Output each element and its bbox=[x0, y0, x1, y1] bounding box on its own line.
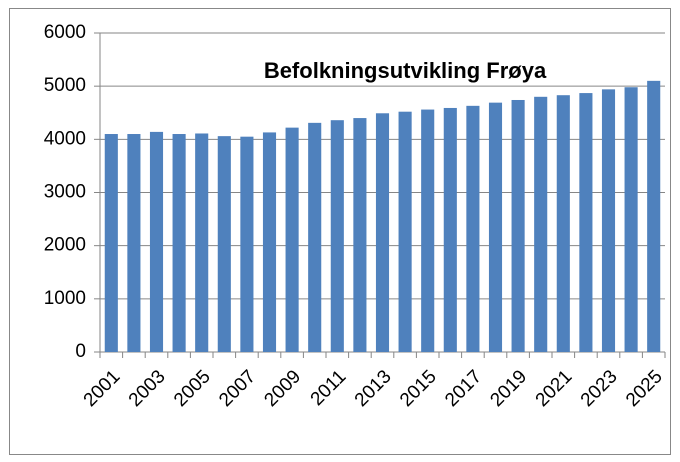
y-tick-label: 2000 bbox=[44, 235, 86, 256]
bar bbox=[601, 89, 616, 353]
bar bbox=[127, 134, 141, 352]
bar bbox=[172, 134, 186, 352]
bar bbox=[421, 109, 435, 352]
bar bbox=[511, 99, 525, 353]
y-tick-label: 4000 bbox=[44, 128, 86, 149]
bar bbox=[308, 122, 322, 352]
bar bbox=[556, 95, 570, 352]
bar bbox=[217, 136, 231, 352]
y-tick-label: 5000 bbox=[44, 75, 86, 96]
bar bbox=[149, 131, 164, 352]
y-tick-label: 3000 bbox=[44, 182, 86, 203]
bar bbox=[353, 118, 367, 352]
chart-title: Befolkningsutvikling Frøya bbox=[264, 58, 547, 83]
bar bbox=[375, 113, 390, 352]
bar bbox=[398, 111, 412, 352]
bar bbox=[195, 133, 209, 352]
y-tick-label: 1000 bbox=[44, 288, 86, 309]
bar bbox=[534, 96, 548, 352]
bar bbox=[285, 127, 299, 353]
bar bbox=[104, 134, 118, 352]
bar bbox=[579, 93, 593, 352]
bar bbox=[488, 102, 503, 352]
bar bbox=[443, 107, 457, 352]
bar bbox=[330, 120, 344, 353]
bar bbox=[262, 132, 277, 352]
bar bbox=[240, 136, 254, 352]
bar bbox=[647, 80, 661, 352]
bar bbox=[624, 87, 638, 352]
y-tick-label: 0 bbox=[75, 341, 86, 362]
bar bbox=[466, 105, 480, 352]
y-tick-label: 6000 bbox=[44, 22, 86, 43]
